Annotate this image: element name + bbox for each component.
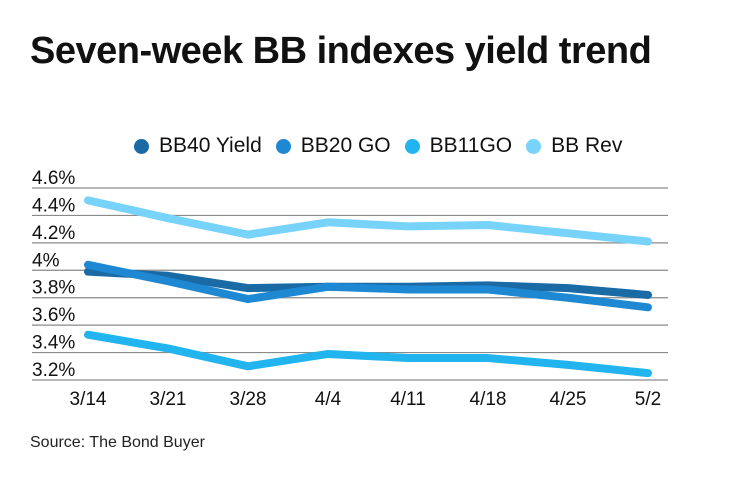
legend-item: BB40 Yield xyxy=(134,134,262,158)
legend-dot-icon xyxy=(526,138,542,154)
y-tick-label: 4.2% xyxy=(32,223,75,244)
legend-label: BB11GO xyxy=(429,134,513,157)
legend-dot-icon xyxy=(275,138,291,154)
x-tick-label: 5/2 xyxy=(635,389,661,410)
x-tick-label: 3/28 xyxy=(230,389,267,410)
y-tick-label: 3.2% xyxy=(32,360,75,381)
x-tick-label: 4/4 xyxy=(315,389,342,410)
x-tick-label: 4/18 xyxy=(470,389,507,410)
legend-label: BB40 Yield xyxy=(159,134,262,157)
x-tick-label: 4/25 xyxy=(550,389,587,410)
x-tick-label: 4/11 xyxy=(390,389,426,410)
series-line-bb20-go xyxy=(84,260,652,312)
legend-dot-icon xyxy=(134,138,149,154)
x-tick-label: 3/21 xyxy=(150,389,187,410)
y-tick-label: 4% xyxy=(32,250,60,271)
legend-item: BB Rev xyxy=(526,134,622,158)
x-tick-label: 3/14 xyxy=(70,389,107,410)
y-tick-label: 3.8% xyxy=(32,278,75,299)
legend-item: BB11GO xyxy=(404,134,513,158)
y-tick-label: 3.6% xyxy=(32,305,75,326)
series-line-bb-rev xyxy=(84,196,652,246)
legend-label: BB20 GO xyxy=(300,134,391,157)
y-tick-label: 4.4% xyxy=(32,195,75,216)
legend: BB40 Yield BB20 GO BB11GO BB Rev xyxy=(134,134,622,158)
legend-label: BB Rev xyxy=(551,134,623,157)
legend-item: BB20 GO xyxy=(275,134,391,158)
source-note: Source: The Bond Buyer xyxy=(30,434,205,451)
y-tick-label: 4.6% xyxy=(32,168,75,189)
chart-title: Seven-week BB indexes yield trend xyxy=(30,30,652,72)
series-line-bb11go xyxy=(84,330,652,378)
legend-dot-icon xyxy=(404,138,420,154)
y-tick-label: 3.4% xyxy=(32,333,75,354)
